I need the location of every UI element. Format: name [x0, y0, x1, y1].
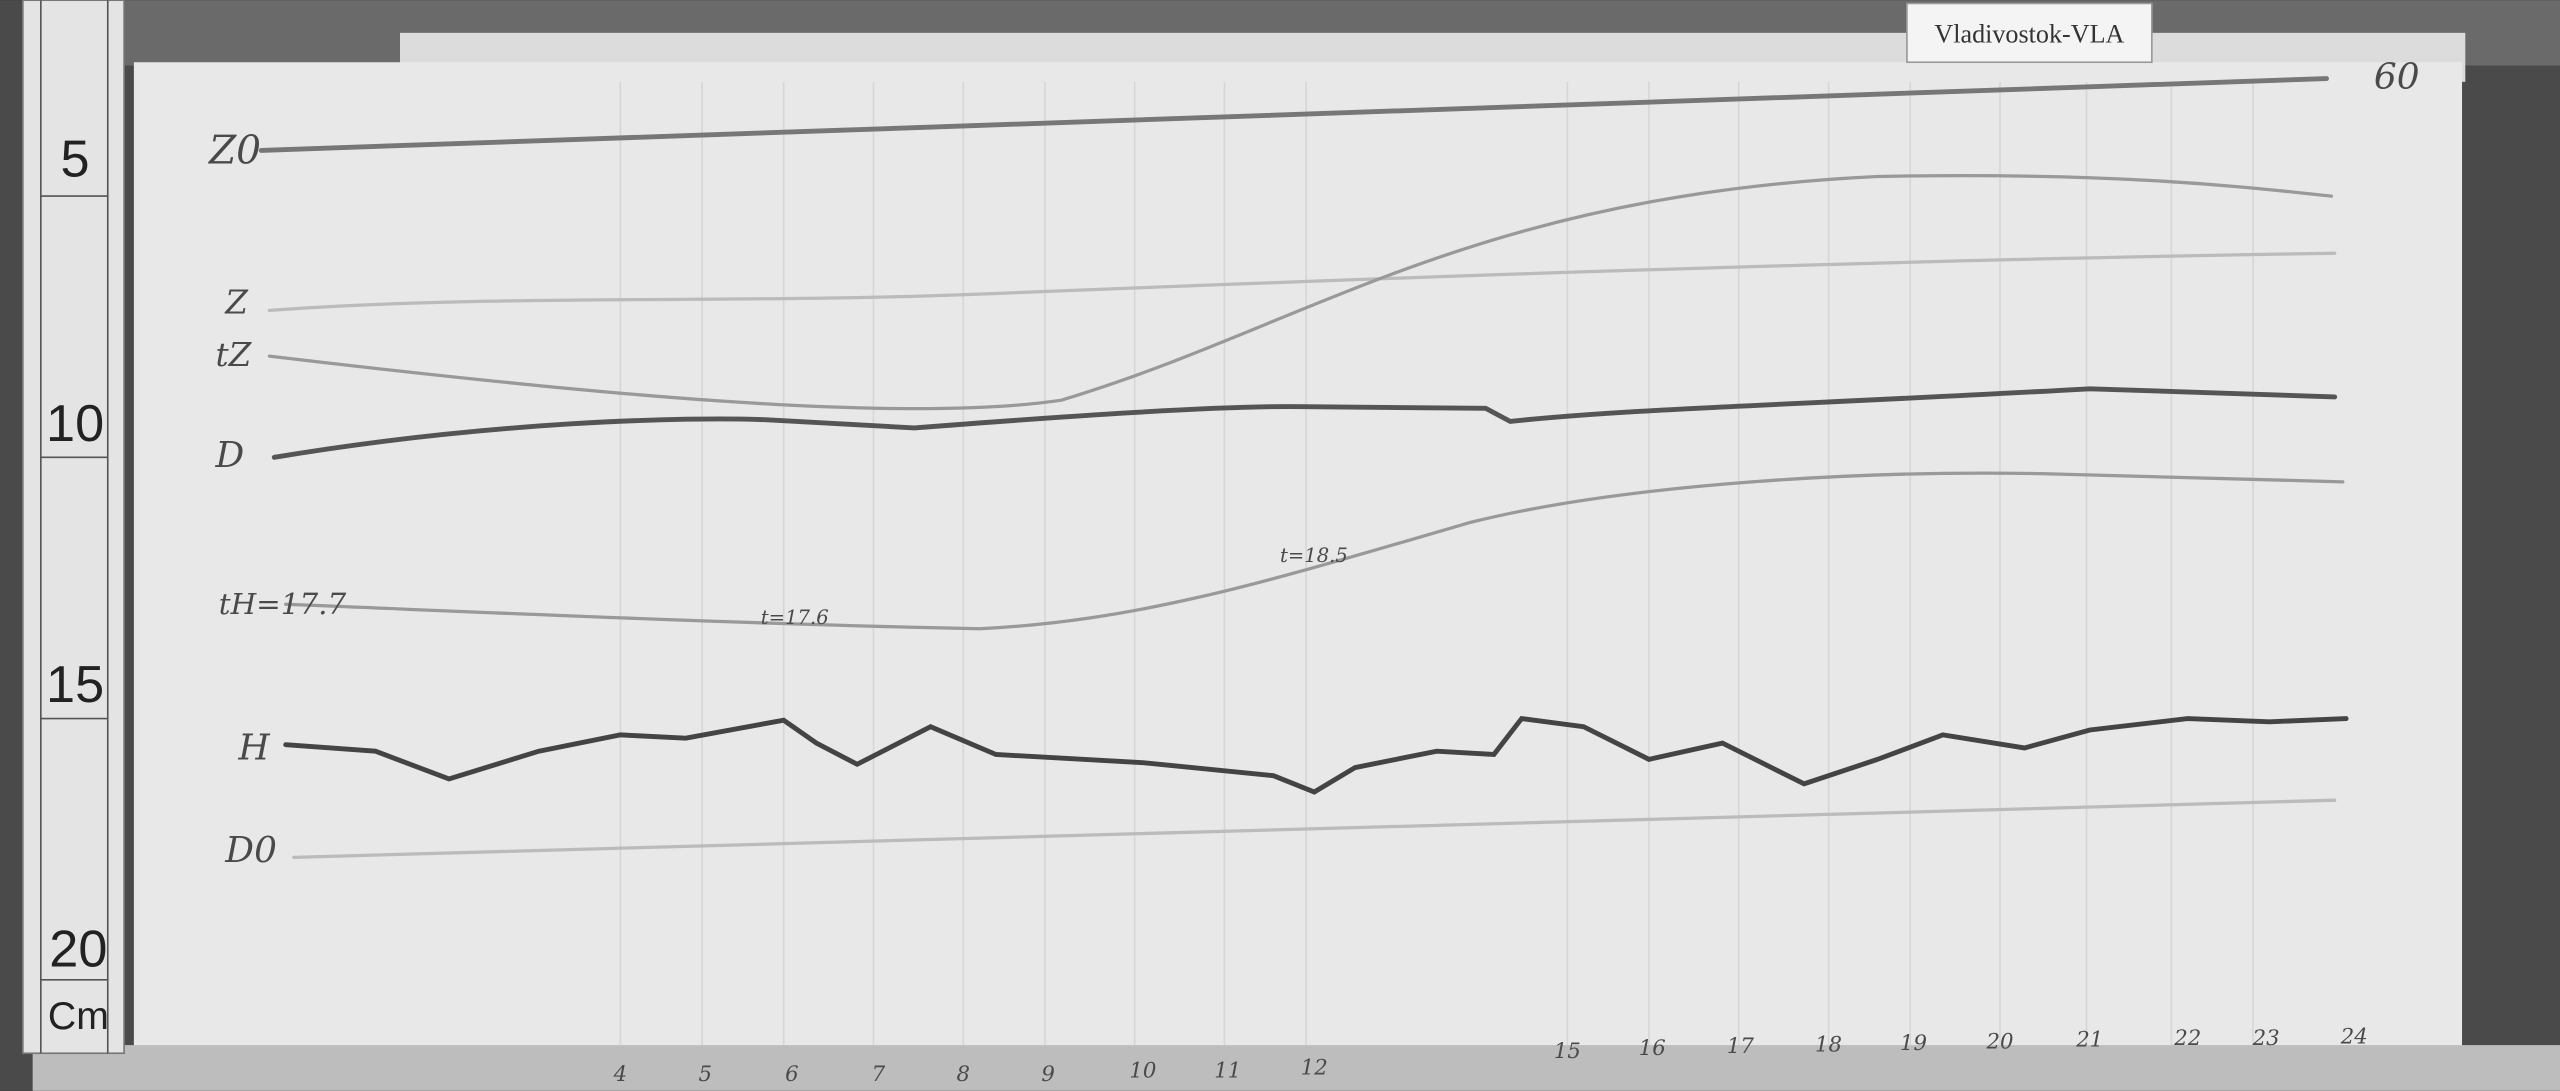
- hour-label: 22: [2173, 1026, 2201, 1051]
- hour-label: 16: [1639, 1036, 1666, 1061]
- trace-z: [267, 251, 2337, 313]
- ruler-mark: 10: [46, 395, 104, 453]
- trace-z0: [258, 76, 2329, 153]
- hour-label: 17: [1727, 1034, 1755, 1059]
- hour-label: 21: [2075, 1028, 2103, 1053]
- label-tag: [1906, 2, 2153, 64]
- trace-label: tZ: [216, 336, 253, 374]
- hour-label: 6: [785, 1062, 799, 1087]
- hour-label: 15: [1554, 1039, 1581, 1064]
- hour-label: 7: [872, 1062, 886, 1087]
- trace-tz: [267, 173, 2334, 411]
- trace-h: [283, 715, 2349, 795]
- hour-label: 12: [1301, 1055, 1328, 1080]
- hour-label: 9: [1041, 1062, 1055, 1087]
- annotation: t=17.6: [761, 606, 829, 629]
- ruler-mark: 15: [46, 656, 104, 714]
- hour-lines: [619, 81, 2254, 1046]
- trace-th: [284, 471, 2345, 631]
- magnetogram-paper: [133, 62, 2463, 1052]
- traces: [258, 76, 2349, 859]
- trace-label: Z: [224, 284, 249, 322]
- ruler-ticks: [40, 195, 108, 981]
- hour-label: 8: [957, 1062, 971, 1087]
- hour-labels: 4 5 6 7 8 9 10 11 12 15 16 17 18 19 20 2…: [613, 1024, 2368, 1087]
- trace-label: D0: [224, 830, 277, 871]
- hour-label: 5: [699, 1062, 713, 1087]
- hour-label: 11: [1214, 1059, 1241, 1084]
- trace-label: Z0: [207, 128, 261, 173]
- hour-label: 19: [1900, 1031, 1927, 1056]
- ruler-mark: 20: [49, 921, 107, 979]
- trace-d0: [292, 798, 2337, 859]
- hour-label: 10: [1129, 1059, 1156, 1084]
- sheet-number: 60: [2374, 56, 2420, 97]
- label-tag-text: Vladivostok-VLA: [1934, 20, 2124, 49]
- hour-label: 18: [1815, 1033, 1842, 1058]
- trace-d: [271, 386, 2338, 460]
- trace-label: H: [237, 727, 270, 768]
- hour-label: 24: [2340, 1024, 2368, 1049]
- hour-label: 23: [2252, 1026, 2280, 1051]
- trace-label: D: [215, 435, 245, 476]
- hour-label: 20: [1985, 1029, 2013, 1054]
- annotation: t=18.5: [1280, 544, 1348, 567]
- trace-label: tH=17.7: [219, 587, 347, 621]
- ruler-mark: 5: [61, 131, 90, 189]
- ruler-unit: Cm: [48, 995, 109, 1038]
- bottom-scale: [32, 1045, 2560, 1091]
- hour-label: 4: [613, 1062, 628, 1087]
